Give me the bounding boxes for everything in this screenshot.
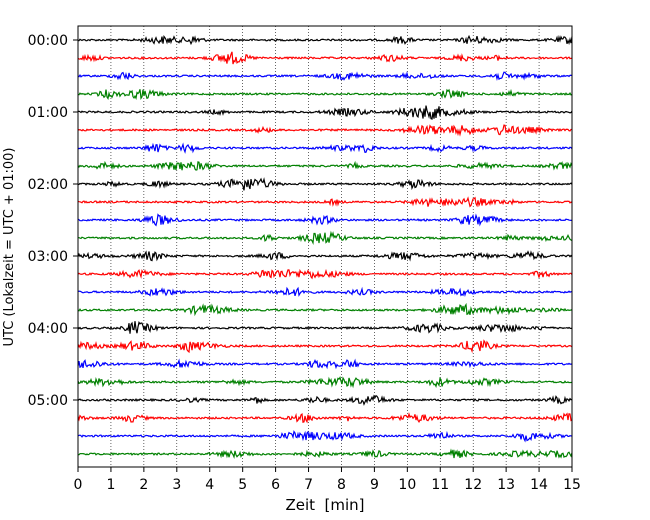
y-axis-label: UTC (Lokalzeit = UTC + 01:00): [2, 148, 17, 347]
x-tick-label: 0: [74, 477, 83, 493]
x-tick-label: 2: [139, 477, 148, 493]
x-tick-label: 5: [238, 477, 247, 493]
x-tick-label: 9: [370, 477, 379, 493]
seismic-trace: [77, 394, 573, 406]
x-axis-label: Zeit [min]: [285, 496, 364, 514]
x-tick-label: 14: [530, 477, 548, 493]
y-tick-label: 00:00: [28, 33, 68, 49]
y-tick-label: 01:00: [28, 105, 68, 121]
seismic-trace: [77, 448, 573, 460]
seismic-trace: [77, 412, 573, 424]
seismic-trace: [77, 196, 573, 208]
seismic-trace: [77, 213, 573, 227]
seismic-trace: [77, 250, 573, 262]
y-tick-label: 05:00: [28, 393, 68, 409]
seismic-trace: [77, 430, 573, 443]
seismic-trace: [77, 51, 573, 65]
x-tick-label: 7: [304, 477, 313, 493]
seismic-trace: [77, 321, 573, 334]
x-tick-label: 12: [464, 477, 482, 493]
x-tick-label: 15: [563, 477, 581, 493]
seismic-trace: [77, 358, 573, 370]
plot-frame: [77, 25, 573, 468]
x-tick-label: 3: [172, 477, 181, 493]
seismic-trace: [77, 177, 573, 191]
x-tick-label: 4: [205, 477, 214, 493]
x-tick-label: 1: [106, 477, 115, 493]
seismic-trace: [77, 268, 573, 280]
seismic-trace: [77, 105, 573, 120]
x-tick-label: 8: [337, 477, 346, 493]
seismic-trace: [77, 230, 573, 245]
seismic-trace: [77, 88, 573, 101]
x-tick-label: 11: [431, 477, 449, 493]
seismic-trace: [77, 124, 573, 137]
seismic-trace: [77, 160, 573, 171]
seismic-trace: [77, 339, 573, 354]
seismic-trace: [77, 34, 573, 46]
x-tick-label: 10: [398, 477, 416, 493]
seismic-trace: [77, 142, 573, 154]
x-tick-label: 6: [271, 477, 280, 493]
y-tick-label: 02:00: [28, 177, 68, 193]
y-tick-label: 03:00: [28, 249, 68, 265]
seismic-traces: [77, 34, 573, 460]
seismic-trace: [77, 376, 573, 389]
x-axis-ticks: 0 1 2 3 4 5 6 7 8 9 10 11 12 13 14 15: [74, 467, 581, 493]
grid-lines: [110, 26, 540, 467]
seismic-trace: [77, 71, 573, 82]
x-tick-label: 13: [497, 477, 515, 493]
y-tick-label: 04:00: [28, 321, 68, 337]
seismic-trace: [77, 286, 573, 298]
y-axis-ticks: 00:00 01:00 02:00 03:00 04:00 05:00: [28, 33, 78, 409]
seismic-trace: [77, 302, 573, 317]
